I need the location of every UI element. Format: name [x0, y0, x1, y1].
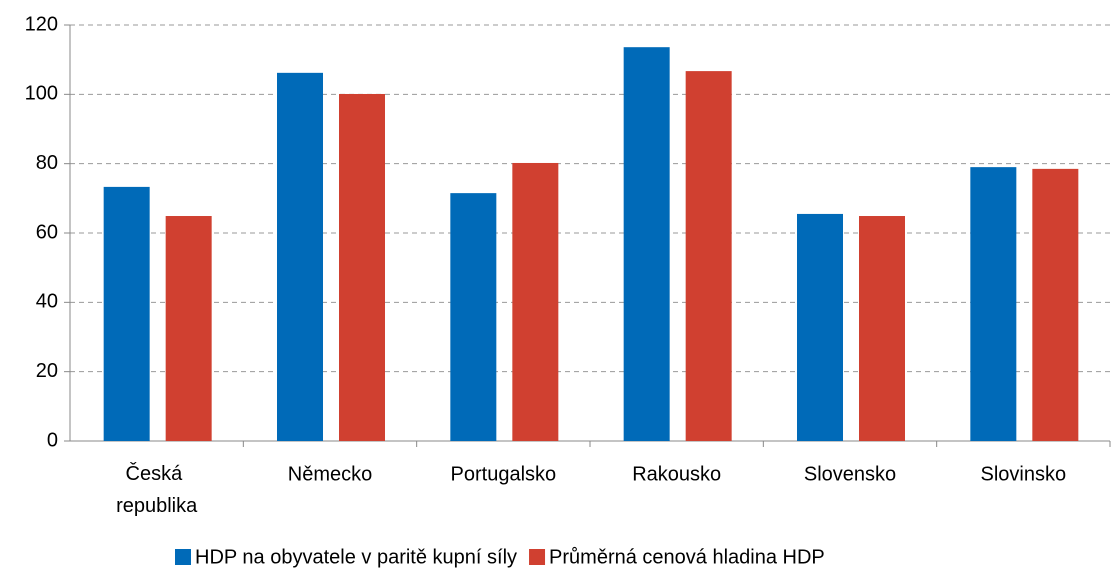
legend-swatch: [529, 549, 546, 565]
bar: [277, 72, 323, 441]
bar: [797, 213, 843, 441]
legend-swatch: [175, 549, 191, 565]
bar: [685, 71, 732, 442]
x-tick-label-line: republika: [116, 495, 198, 517]
x-tick-label: Slovinsko: [981, 463, 1067, 485]
y-tick-label: 20: [36, 360, 58, 382]
bar: [1032, 168, 1079, 441]
x-tick-label: Česká republika: [116, 462, 198, 517]
bar: [623, 47, 670, 441]
y-tick-label: 40: [36, 291, 58, 313]
y-tick-label: 0: [47, 429, 58, 451]
bar: [339, 93, 385, 441]
legend-label: Průměrná cenová hladina HDP: [549, 546, 825, 568]
bar: [103, 186, 150, 441]
bar: [970, 167, 1017, 441]
bar: [165, 216, 212, 441]
legend: HDP na obyvatele v paritě kupní síly Prům…: [175, 546, 825, 568]
bar: [512, 162, 559, 441]
legend-label: HDP na obyvatele v paritě kupní síly: [195, 546, 517, 568]
y-tick-label: 80: [36, 152, 58, 174]
x-tick-label-line: Česká: [126, 462, 188, 485]
bar: [450, 193, 497, 441]
y-tick-label: 100: [25, 83, 58, 105]
y-tick-label: 120: [25, 13, 58, 35]
x-tick-label: Rakousko: [632, 463, 721, 485]
x-tick-label: Německo: [288, 463, 372, 485]
x-tick-label: Slovensko: [804, 463, 896, 485]
y-tick-label: 60: [36, 221, 58, 243]
x-tick-label: Portugalsko: [451, 463, 557, 485]
bar: [859, 216, 905, 441]
